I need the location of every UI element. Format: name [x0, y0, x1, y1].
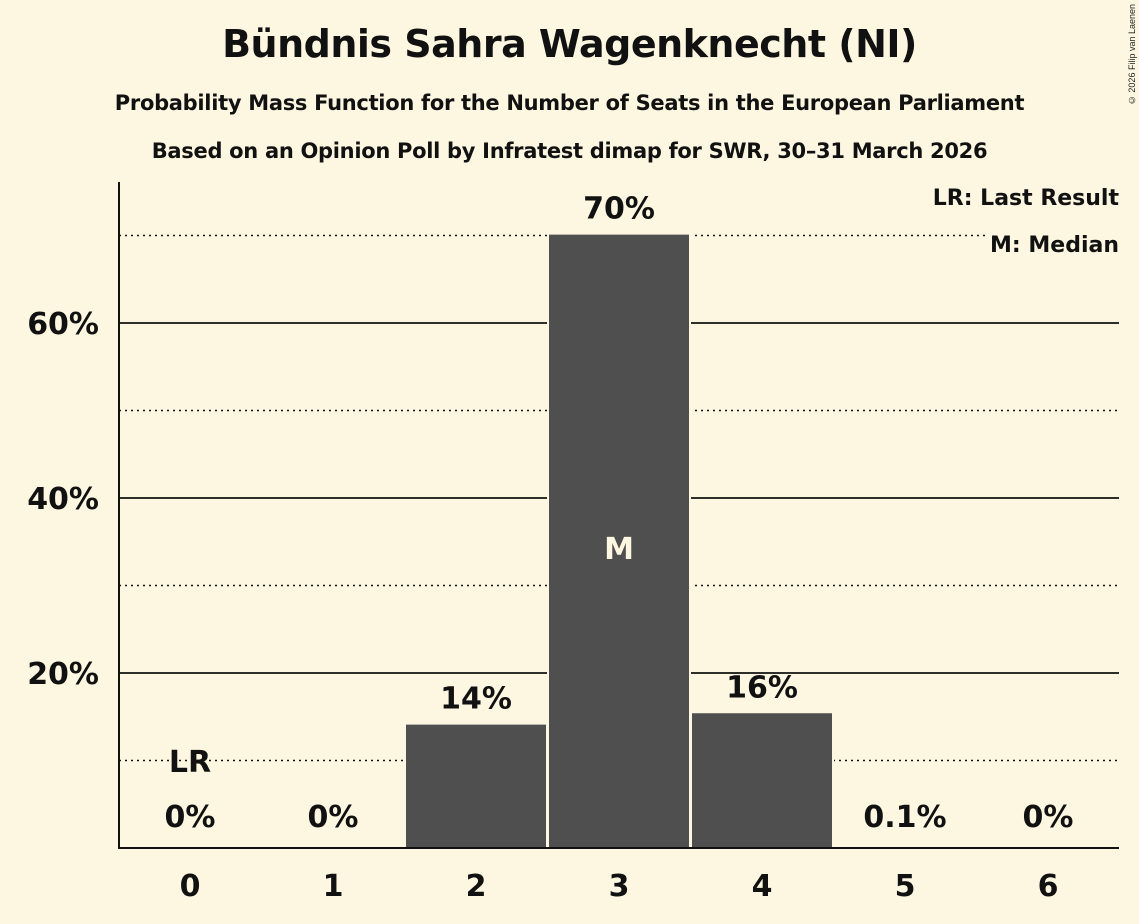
legend-last-result: LR: Last Result: [928, 186, 1119, 211]
chart-source: Based on an Opinion Poll by Infratest di…: [151, 139, 988, 163]
chart-title: Bündnis Sahra Wagenknecht (NI): [222, 22, 917, 66]
x-tick-label: 0: [180, 869, 201, 904]
bar-value-label: 0%: [308, 800, 359, 835]
x-tick-label: 1: [323, 869, 344, 904]
bar-seat-3: [549, 234, 689, 848]
x-tick-label: 5: [895, 869, 916, 904]
chart-subtitle: Probability Mass Function for the Number…: [114, 91, 1025, 115]
last-result-marker: LR: [169, 745, 211, 780]
x-tick-label: 2: [466, 869, 487, 904]
bar-value-label: 16%: [726, 670, 798, 705]
bar-value-label: 0.1%: [863, 800, 946, 835]
x-tick-label: 6: [1038, 869, 1059, 904]
x-tick-label: 3: [609, 869, 630, 904]
bar-value-label: 14%: [440, 682, 512, 717]
bar-seat-4: [692, 713, 832, 848]
bar-value-label: 70%: [583, 192, 655, 227]
bar-seat-2: [406, 724, 546, 848]
legend-median: M: Median: [986, 233, 1119, 258]
bar-value-label: 0%: [1023, 800, 1074, 835]
y-tick-label: 40%: [27, 482, 99, 517]
y-tick-label: 20%: [27, 657, 99, 692]
median-marker: M: [604, 532, 634, 567]
x-tick-label: 4: [752, 869, 773, 904]
bar-value-label: 0%: [165, 800, 216, 835]
y-tick-label: 60%: [27, 307, 99, 342]
